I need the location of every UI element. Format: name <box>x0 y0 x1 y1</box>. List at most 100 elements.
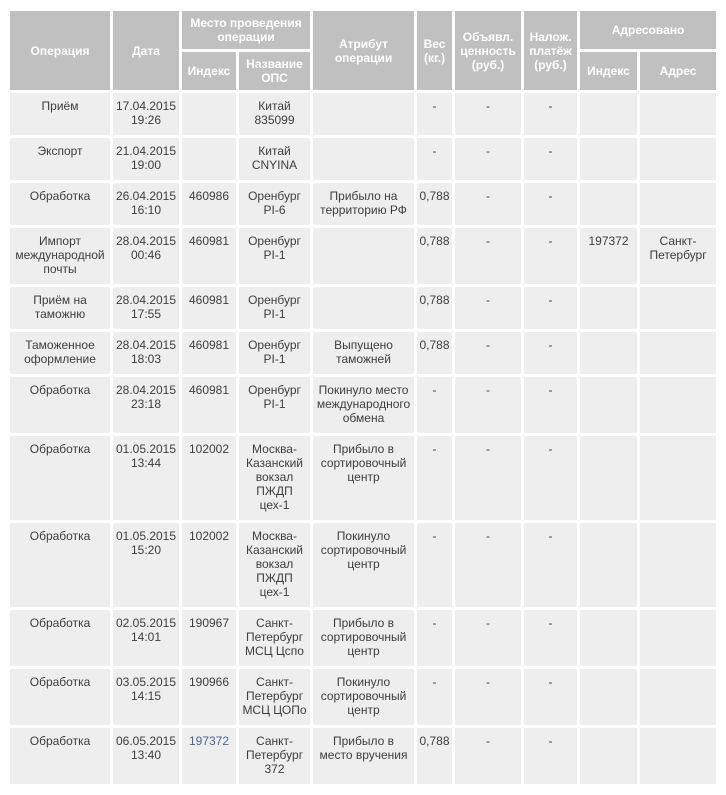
cell-addressed-index <box>580 377 638 433</box>
cell-date: 21.04.2015 19:00 <box>113 138 179 180</box>
cell-attribute: Покинуло сортировочный центр <box>313 669 415 725</box>
cell-cod: - <box>524 138 578 180</box>
cell-addressed-address <box>640 377 717 433</box>
cell-place-ops-name: Китай CNYINA <box>239 138 311 180</box>
cell-attribute: Выпущено таможней <box>313 332 415 374</box>
cell-weight: - <box>417 377 453 433</box>
cell-operation: Обработка <box>10 436 110 520</box>
table-row: Экспорт 21.04.2015 19:00 Китай CNYINA - - - <box>10 138 717 180</box>
cell-date: 26.04.2015 16:10 <box>113 183 179 225</box>
cell-date: 01.05.2015 15:20 <box>113 523 179 607</box>
cell-addressed-address <box>640 669 717 725</box>
cell-declared-value: - <box>455 436 522 520</box>
cell-declared-value: - <box>455 728 522 784</box>
table-row: Обработка 01.05.2015 13:44 102002 Москва-Каз… <box>10 436 717 520</box>
header-place-ops-name: Название ОПС <box>239 52 311 90</box>
cell-addressed-index <box>580 183 638 225</box>
header-place-index: Индекс <box>182 52 236 90</box>
table-row: Таможенное оформление 28.04.2015 18:03 4609… <box>10 332 717 374</box>
cell-attribute <box>313 138 415 180</box>
cell-date: 02.05.2015 14:01 <box>113 610 179 666</box>
cell-place-ops-name: Санкт-Петербург 372 <box>239 728 311 784</box>
cell-place-index: 460981 <box>182 332 236 374</box>
cell-weight: - <box>417 436 453 520</box>
header-declared-value: Объявл. ценность (руб.) <box>455 11 522 90</box>
header-place-group: Место проведения операции <box>182 11 311 49</box>
cell-attribute <box>313 228 415 284</box>
table-row: Обработка 06.05.2015 13:40 197372 Санкт-Пете… <box>10 728 717 784</box>
tracking-table: Операция Дата Место проведения операции … <box>7 8 720 787</box>
cell-declared-value: - <box>455 183 522 225</box>
cell-operation: Экспорт <box>10 138 110 180</box>
cell-cod: - <box>524 669 578 725</box>
cell-weight: 0,788 <box>417 183 453 225</box>
cell-addressed-index <box>580 287 638 329</box>
cell-addressed-index <box>580 728 638 784</box>
cell-attribute: Покинуло место международного обмена <box>313 377 415 433</box>
cell-cod: - <box>524 610 578 666</box>
cell-place-index: 102002 <box>182 523 236 607</box>
cell-operation: Обработка <box>10 183 110 225</box>
cell-declared-value: - <box>455 377 522 433</box>
cell-place-ops-name: Оренбург PI-6 <box>239 183 311 225</box>
cell-declared-value: - <box>455 523 522 607</box>
cell-addressed-address <box>640 436 717 520</box>
cell-place-index: 190967 <box>182 610 236 666</box>
cell-addressed-address <box>640 728 717 784</box>
cell-attribute <box>313 93 415 135</box>
cell-weight: 0,788 <box>417 287 453 329</box>
cell-weight: - <box>417 138 453 180</box>
cell-cod: - <box>524 436 578 520</box>
cell-addressed-address: Санкт-Петербург <box>640 228 717 284</box>
cell-addressed-index: 197372 <box>580 228 638 284</box>
cell-declared-value: - <box>455 228 522 284</box>
cell-place-index: 102002 <box>182 436 236 520</box>
cell-operation: Приём на таможню <box>10 287 110 329</box>
cell-place-ops-name: Китай 835099 <box>239 93 311 135</box>
place-index-link[interactable]: 197372 <box>188 734 230 748</box>
header-weight: Вес (кг.) <box>417 11 453 90</box>
cell-addressed-index <box>580 669 638 725</box>
cell-weight: 0,788 <box>417 228 453 284</box>
cell-place-index: 190966 <box>182 669 236 725</box>
cell-addressed-address <box>640 138 717 180</box>
cell-weight: 0,788 <box>417 728 453 784</box>
cell-weight: - <box>417 610 453 666</box>
cell-addressed-index <box>580 138 638 180</box>
cell-place-ops-name: Оренбург PI-1 <box>239 287 311 329</box>
cell-place-ops-name: Оренбург PI-1 <box>239 228 311 284</box>
cell-operation: Таможенное оформление <box>10 332 110 374</box>
table-row: Приём 17.04.2015 19:26 Китай 835099- - - <box>10 93 717 135</box>
cell-addressed-address <box>640 287 717 329</box>
cell-cod: - <box>524 228 578 284</box>
cell-cod: - <box>524 287 578 329</box>
cell-operation: Обработка <box>10 610 110 666</box>
cell-declared-value: - <box>455 93 522 135</box>
cell-cod: - <box>524 728 578 784</box>
cell-operation: Приём <box>10 93 110 135</box>
cell-date: 28.04.2015 00:46 <box>113 228 179 284</box>
cell-attribute: Прибыло в сортировочный центр <box>313 436 415 520</box>
header-date: Дата <box>113 11 179 90</box>
cell-date: 17.04.2015 19:26 <box>113 93 179 135</box>
cell-cod: - <box>524 523 578 607</box>
cell-declared-value: - <box>455 669 522 725</box>
table-row: Обработка 02.05.2015 14:01 190967 Санкт-Пете… <box>10 610 717 666</box>
cell-addressed-address <box>640 332 717 374</box>
cell-addressed-address <box>640 610 717 666</box>
cell-place-ops-name: Оренбург PI-1 <box>239 332 311 374</box>
cell-declared-value: - <box>455 287 522 329</box>
table-row: Обработка 01.05.2015 15:20 102002 Москва-Каз… <box>10 523 717 607</box>
cell-attribute: Прибыло в место вручения <box>313 728 415 784</box>
cell-declared-value: - <box>455 332 522 374</box>
cell-date: 28.04.2015 23:18 <box>113 377 179 433</box>
cell-operation: Импорт международной почты <box>10 228 110 284</box>
cell-addressed-index <box>580 523 638 607</box>
cell-place-index: 460981 <box>182 287 236 329</box>
cell-declared-value: - <box>455 610 522 666</box>
cell-attribute: Прибыло на территорию РФ <box>313 183 415 225</box>
cell-addressed-index <box>580 332 638 374</box>
table-header: Операция Дата Место проведения операции … <box>10 11 717 90</box>
header-attribute: Атрибут операции <box>313 11 415 90</box>
cell-date: 28.04.2015 17:55 <box>113 287 179 329</box>
